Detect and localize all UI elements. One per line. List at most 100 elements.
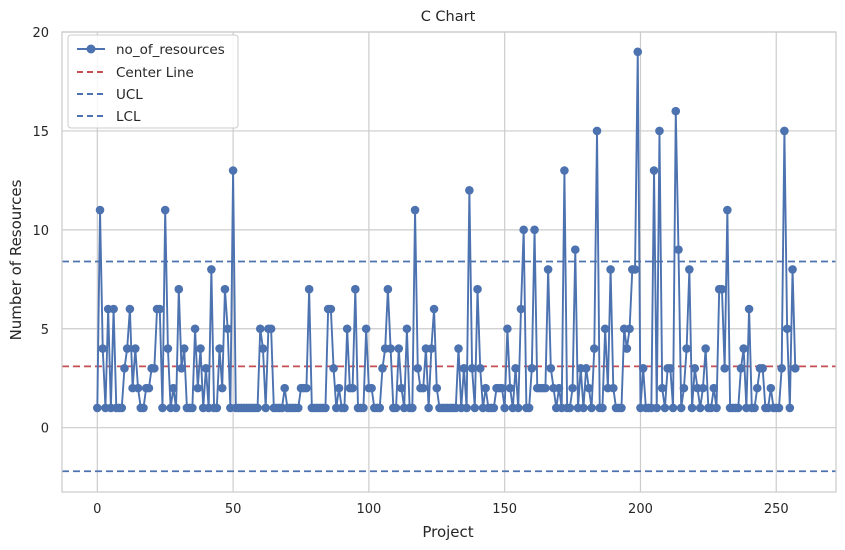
data-point — [228, 166, 238, 175]
data-point — [780, 126, 789, 136]
data-point — [744, 304, 754, 314]
data-point — [402, 324, 412, 334]
data-point — [131, 344, 140, 353]
data-point — [739, 344, 748, 353]
data-point — [367, 383, 376, 393]
legend-label-ucl: UCL — [116, 87, 143, 103]
chart-title: C Chart — [421, 9, 476, 25]
data-point — [470, 403, 480, 413]
data-point — [220, 284, 230, 294]
data-point — [524, 403, 534, 413]
y-tick-label: 15 — [32, 125, 49, 140]
y-tick-label: 20 — [32, 26, 49, 41]
data-point — [334, 383, 344, 393]
data-point — [622, 344, 632, 353]
data-point — [481, 383, 490, 393]
data-point — [258, 344, 268, 353]
data-point — [671, 106, 681, 116]
data-point — [391, 403, 401, 413]
data-point — [432, 383, 442, 393]
data-point — [546, 364, 556, 373]
data-point — [340, 403, 349, 413]
data-point — [519, 225, 528, 235]
x-tick-label: 250 — [764, 502, 789, 517]
data-point — [201, 364, 211, 373]
data-point — [475, 364, 485, 373]
data-point — [158, 403, 167, 413]
data-point — [304, 284, 314, 294]
x-tick-label: 100 — [356, 502, 381, 517]
data-point — [690, 364, 700, 373]
x-tick-label: 0 — [93, 502, 101, 517]
data-point — [541, 383, 550, 393]
data-point — [427, 344, 436, 353]
data-point — [467, 364, 477, 373]
data-point — [655, 126, 664, 136]
data-point — [695, 403, 705, 413]
data-point — [217, 383, 227, 393]
data-point — [413, 364, 423, 373]
data-point — [424, 403, 433, 413]
data-point — [266, 324, 276, 334]
data-point — [321, 403, 330, 413]
data-point — [752, 383, 762, 393]
data-point — [666, 364, 675, 373]
data-point — [516, 304, 526, 314]
data-point — [505, 383, 515, 393]
data-point — [543, 265, 553, 274]
data-point — [489, 403, 499, 413]
data-point — [394, 344, 404, 353]
data-point — [685, 265, 694, 274]
data-point — [625, 324, 634, 334]
data-point — [777, 364, 786, 373]
data-point — [329, 364, 338, 373]
data-point — [560, 166, 569, 175]
data-point — [530, 225, 539, 235]
data-point — [679, 383, 689, 393]
data-point — [638, 364, 648, 373]
data-point — [668, 403, 678, 413]
data-point — [750, 403, 759, 413]
data-point — [565, 403, 575, 413]
data-point — [785, 403, 795, 413]
legend-label-center-line: Center Line — [116, 65, 194, 81]
data-point — [378, 364, 387, 373]
data-point — [190, 324, 200, 334]
data-point — [733, 403, 743, 413]
y-tick-label: 10 — [32, 224, 49, 239]
data-point — [758, 364, 767, 373]
legend-box — [67, 34, 239, 129]
data-point — [375, 403, 385, 413]
legend: no_of_resources Center Line UCL LCL — [67, 34, 239, 129]
data-point — [418, 383, 428, 393]
data-point — [293, 403, 303, 413]
data-point — [125, 304, 135, 314]
x-tick-label: 50 — [225, 502, 242, 517]
data-point — [215, 344, 224, 353]
data-point — [139, 403, 148, 413]
data-point — [701, 344, 710, 353]
data-point — [630, 265, 640, 274]
data-point — [513, 403, 523, 413]
data-point — [429, 304, 439, 314]
data-point — [144, 383, 154, 393]
data-point — [592, 126, 602, 136]
data-point — [383, 284, 393, 294]
data-point — [587, 403, 596, 413]
plot-frame — [61, 31, 837, 493]
data-point — [212, 403, 222, 413]
y-tick-label: 0 — [41, 422, 49, 437]
data-point — [351, 284, 360, 294]
y-axis-label: Number of Resources — [7, 179, 25, 340]
data-point — [326, 304, 336, 314]
y-axis-ticks: 0 5 10 15 20 — [32, 26, 49, 437]
data-point — [95, 205, 105, 215]
data-point — [188, 403, 197, 413]
data-point — [782, 324, 792, 334]
data-point — [687, 403, 697, 413]
data-point — [150, 364, 159, 373]
data-point — [649, 166, 659, 175]
data-point — [570, 245, 580, 254]
data-point — [500, 403, 509, 413]
